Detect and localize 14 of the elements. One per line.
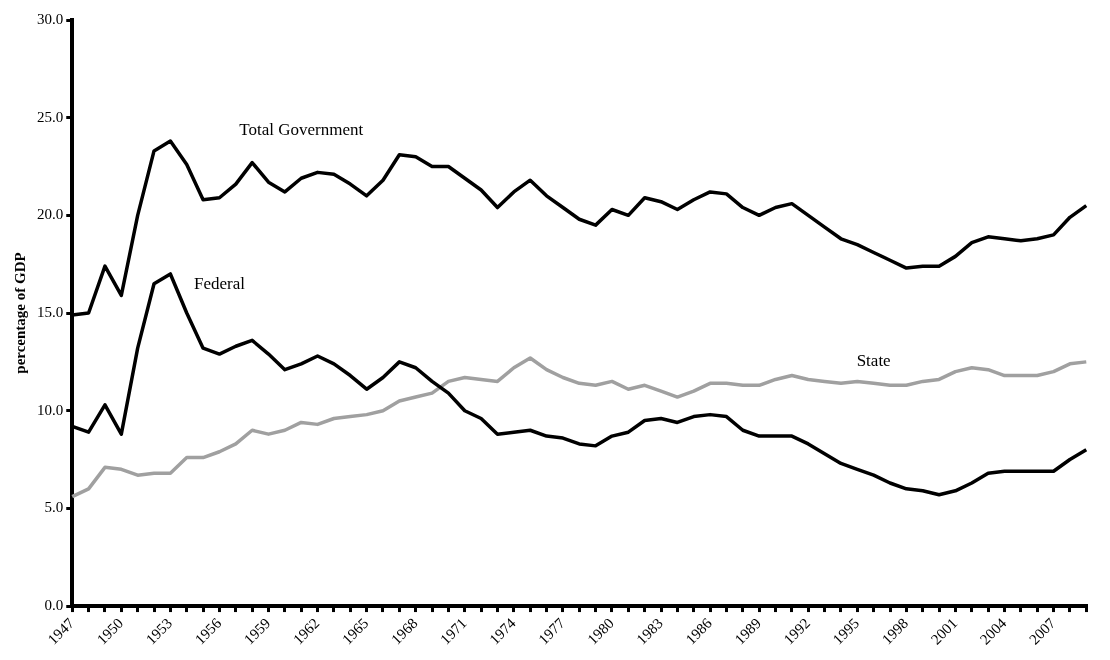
x-tick-label: 1959 bbox=[240, 615, 274, 648]
y-tick-label: 5.0 bbox=[44, 499, 64, 516]
series-label: Total Government bbox=[239, 119, 364, 139]
series-label: Federal bbox=[193, 273, 246, 293]
y-tick-label: 15.0 bbox=[37, 303, 64, 320]
y-tick-label: 30.0 bbox=[37, 10, 64, 27]
x-tick-label: 1950 bbox=[93, 615, 127, 648]
y-tick-label: 0.0 bbox=[44, 597, 64, 613]
series-label: State bbox=[856, 350, 891, 370]
y-tick-label: 20.0 bbox=[37, 206, 64, 223]
y-tick-label: 10.0 bbox=[37, 401, 64, 418]
y-tick-label: 25.0 bbox=[37, 108, 64, 125]
y-axis-title: percentage of GDP bbox=[11, 252, 28, 374]
x-tick-label: 1953 bbox=[142, 615, 176, 648]
